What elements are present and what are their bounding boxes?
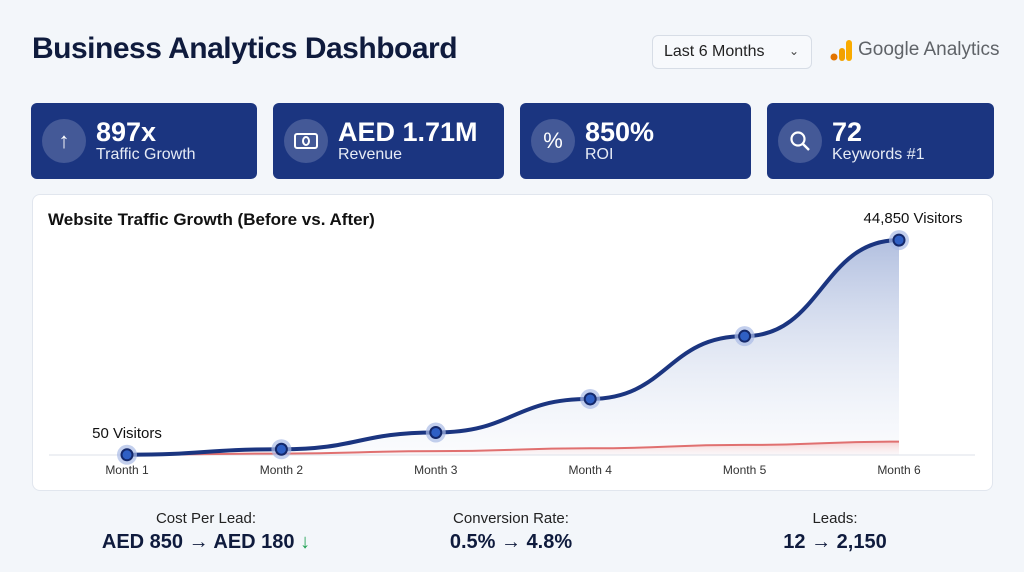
kpi-card-traffic: ↑ 897x Traffic Growth [31, 103, 257, 179]
kpi-label: ROI [585, 146, 614, 163]
kpi-label: Revenue [338, 146, 403, 163]
kpi-value: AED 1.71M [338, 117, 478, 147]
chart-title: Website Traffic Growth (Before vs. After… [48, 210, 375, 229]
chevron-down-icon: ⌄ [788, 44, 799, 58]
stat-label: Cost Per Lead: [155, 510, 257, 527]
kpi-label: Traffic Growth [96, 146, 196, 163]
brand-name: Google Analytics [858, 39, 1000, 60]
stat-label: Conversion Rate: [453, 510, 569, 527]
data-point [738, 329, 752, 343]
x-tick-label: Month 5 [723, 463, 767, 477]
kpi-card-roi: % 850% ROI [520, 103, 751, 179]
stat-cost-per-lead: Cost Per Lead: AED 850 → AED 180 ↓ [76, 510, 336, 554]
kpi-value: 72 [832, 117, 863, 147]
data-point [429, 425, 443, 439]
data-point [892, 233, 906, 247]
percent-icon: % [531, 119, 575, 163]
arrow-up-icon: ↑ [42, 119, 86, 163]
date-range-value: Last 6 Months [664, 43, 765, 60]
before-line [126, 440, 900, 456]
kpi-label: Keywords #1 [832, 146, 925, 163]
data-point [274, 442, 288, 456]
traffic-chart-card: Website Traffic Growth (Before vs. After… [32, 194, 993, 491]
search-icon [778, 119, 822, 163]
kpi-value: 897x [96, 117, 157, 147]
x-tick-label: Month 6 [877, 463, 921, 477]
kpi-value: 850% [585, 117, 655, 147]
kpi-card-revenue: AED 1.71M Revenue [273, 103, 504, 179]
kpi-card-keywords: 72 Keywords #1 [767, 103, 994, 179]
stat-value: AED 850 → AED 180 [101, 531, 295, 553]
stat-conversion-rate: Conversion Rate: 0.5% → 4.8% [381, 510, 641, 554]
before-area [127, 441, 899, 455]
page-title: Business Analytics Dashboard [32, 32, 458, 65]
data-point [120, 448, 134, 462]
annotation-start: 50 Visitors [92, 425, 162, 442]
after-area [127, 240, 899, 455]
x-tick-label: Month 2 [260, 463, 304, 477]
x-tick-label: Month 1 [105, 463, 149, 477]
stat-label: Leads: [812, 510, 858, 527]
x-tick-label: Month 4 [569, 463, 613, 477]
stat-value: 0.5% → 4.8% [449, 531, 573, 553]
google-analytics-logo: Google Analytics [830, 38, 1000, 62]
arrow-down-icon: ↓ [300, 531, 311, 553]
stat-leads: Leads: 12 → 2,150 [705, 510, 965, 554]
analytics-bars-icon [830, 40, 852, 61]
stat-value: 12 → 2,150 [783, 531, 887, 553]
x-tick-label: Month 3 [414, 463, 458, 477]
banknote-icon [284, 119, 328, 163]
date-range-dropdown[interactable]: Last 6 Months ⌄ [652, 35, 812, 69]
data-point [583, 392, 597, 406]
traffic-chart: Month 1 Month 2 Month 3 Month 4 Month 5 Month… [49, 210, 975, 477]
annotation-end: 44,850 Visitors [864, 210, 963, 227]
